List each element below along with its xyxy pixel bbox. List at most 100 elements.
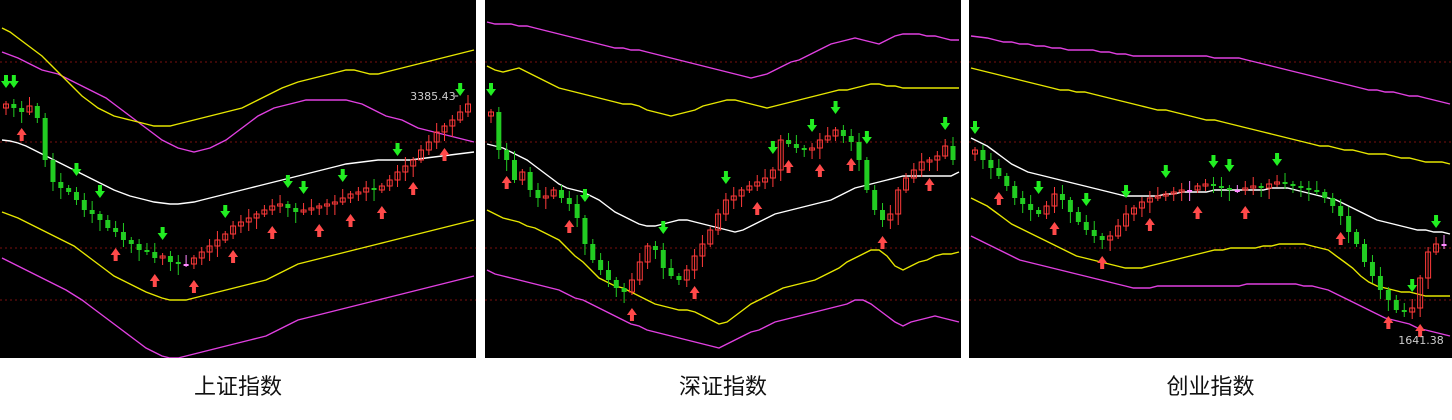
candle-body [269, 205, 276, 211]
candle-body [950, 146, 956, 160]
candle-body [872, 190, 878, 210]
candle-body [895, 189, 902, 215]
candle-body [809, 147, 816, 151]
caption-chinext: 创业指数 [1166, 375, 1255, 400]
candle-body [1441, 244, 1447, 246]
candle-body [942, 145, 949, 157]
candle-body [277, 203, 284, 207]
up-arrow-icon [188, 280, 199, 293]
middle-line [1, 139, 475, 205]
price-annotation: 3385.43 [410, 90, 456, 103]
candle-body [19, 108, 25, 112]
down-arrow-icon [1033, 181, 1044, 194]
up-arrow-icon [376, 206, 387, 219]
up-arrow-icon [846, 158, 857, 171]
candle-body [1043, 205, 1050, 215]
candle-body [386, 179, 393, 187]
candle-body [972, 149, 978, 155]
candle-body [1369, 262, 1375, 276]
candle-body [1290, 184, 1296, 186]
candle-body [394, 171, 401, 181]
candle-body [980, 150, 986, 160]
down-arrow-icon [1224, 159, 1235, 172]
candle-body [316, 205, 323, 209]
up-arrow-icon [1097, 256, 1108, 269]
inner-lower-band [486, 209, 960, 325]
candle-body [42, 118, 48, 160]
up-arrow-icon [110, 248, 121, 261]
candle-body [1226, 188, 1232, 190]
up-arrow-icon [149, 274, 160, 287]
candle-body [1154, 195, 1161, 199]
inner-lower-band [1, 211, 475, 301]
down-arrow-icon [579, 189, 590, 202]
candle-body [136, 244, 142, 250]
up-arrow-icon [689, 286, 700, 299]
candle-body [324, 203, 331, 207]
candle-body [1385, 290, 1391, 300]
down-arrow-icon [720, 171, 731, 184]
candle-body [410, 159, 417, 167]
middle-line [486, 143, 960, 233]
candle-body [152, 252, 158, 258]
candle-body [105, 220, 111, 228]
candle-body [1187, 190, 1193, 192]
candle-body [293, 208, 299, 212]
candle-body [198, 251, 205, 259]
outer-lower-band [1, 257, 475, 358]
candle-body [1425, 251, 1432, 279]
up-arrow-icon [408, 182, 419, 195]
candle-body [73, 192, 79, 200]
candle-body [699, 243, 706, 257]
candle-body [1123, 213, 1130, 227]
candle-body [598, 260, 604, 270]
candle-body [183, 264, 189, 266]
candle-body [339, 197, 346, 203]
candle-body [840, 130, 846, 136]
down-arrow-icon [1160, 165, 1171, 178]
chart-canvas-chinext: 1641.38 [969, 35, 1452, 347]
candle-body [1401, 310, 1407, 312]
candle-body [331, 201, 338, 205]
up-arrow-icon [228, 250, 239, 263]
candle-body [253, 213, 260, 219]
down-arrow-icon [861, 131, 872, 144]
candle-body [1282, 182, 1288, 184]
candle-body [832, 129, 839, 137]
up-arrow-icon [924, 178, 935, 191]
candle-body [58, 182, 64, 188]
outer-upper-band [970, 35, 1451, 105]
candle-body [1362, 244, 1368, 262]
candle-body [1028, 204, 1034, 210]
candle-body [66, 188, 72, 192]
outer-lower-band [970, 235, 1451, 337]
up-arrow-icon [501, 176, 512, 189]
candle-body [465, 103, 471, 113]
candle-body [1346, 216, 1352, 232]
candle-body [363, 187, 370, 193]
candle-body [730, 195, 737, 201]
chart-canvas-shanghai: 3385.43 [0, 27, 476, 358]
candle-body [128, 240, 134, 244]
candle-body [1266, 183, 1273, 189]
candle-body [237, 221, 244, 227]
up-arrow-icon [877, 236, 888, 249]
down-arrow-icon [71, 163, 82, 176]
candle-body [550, 189, 557, 197]
candle-body [683, 269, 690, 281]
candle-body [190, 257, 197, 265]
candle-body [848, 136, 854, 142]
up-arrow-icon [267, 226, 278, 239]
candle-body [1210, 184, 1216, 186]
candle-body [308, 207, 315, 211]
candle-body [1091, 230, 1097, 236]
middle-line [970, 137, 1451, 235]
candle-body [488, 111, 494, 117]
candle-body [793, 144, 799, 148]
candle-body [910, 169, 917, 179]
candle-body [558, 190, 564, 198]
candle-body [582, 218, 588, 244]
candle-body [738, 189, 745, 197]
up-arrow-icon [752, 202, 763, 215]
candle-body [1107, 235, 1114, 241]
